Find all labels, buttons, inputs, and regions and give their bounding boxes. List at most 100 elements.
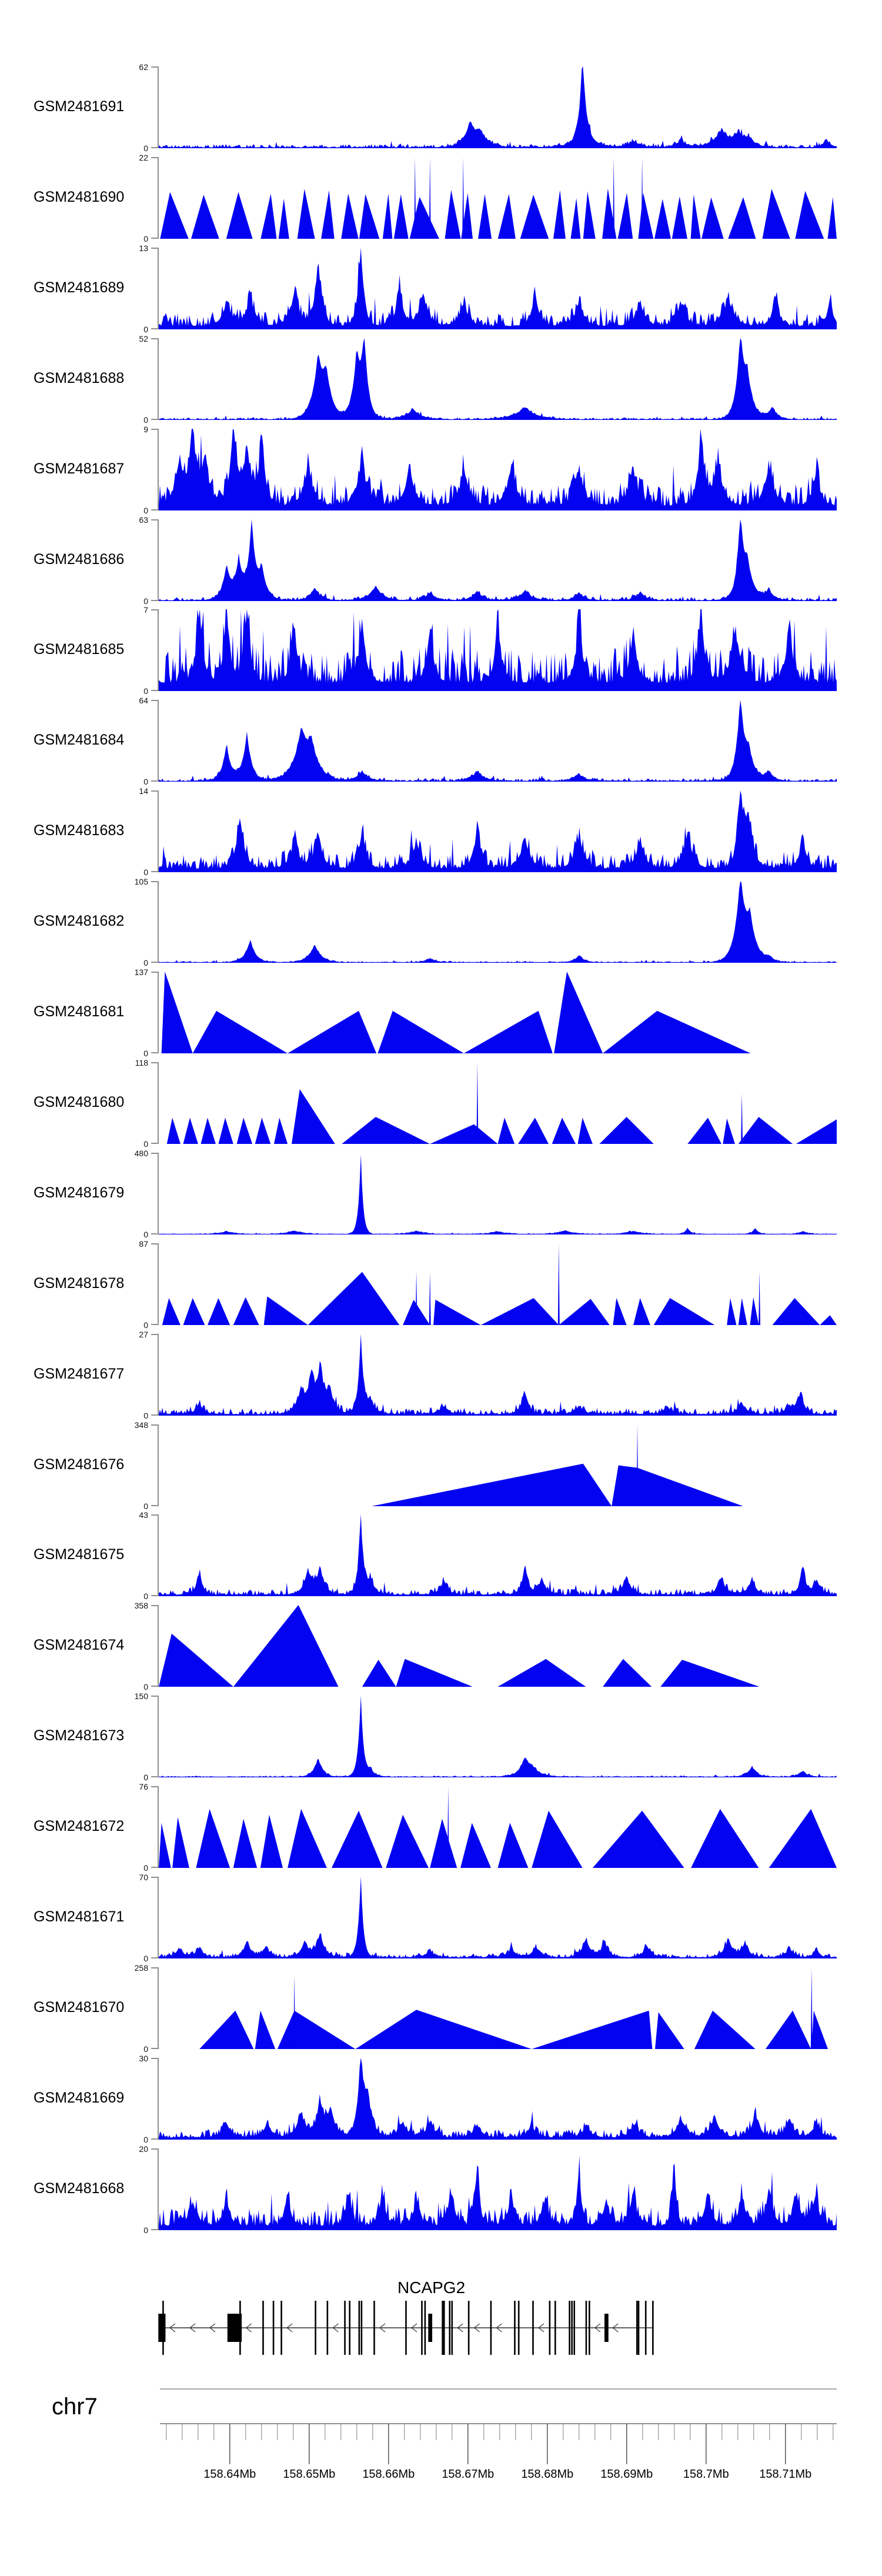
y-axis-zero-label: 0 bbox=[143, 1591, 148, 1601]
gene-exon-line bbox=[344, 2301, 346, 2355]
y-axis-zero-label: 0 bbox=[143, 867, 148, 877]
y-axis-line bbox=[158, 609, 159, 691]
y-axis-max-label: 348 bbox=[134, 1420, 148, 1430]
y-axis-max-label: 43 bbox=[139, 1510, 148, 1520]
track-sample-label: GSM2481688 bbox=[34, 370, 125, 386]
track-signal-plot bbox=[159, 429, 837, 510]
y-axis-zero-label: 0 bbox=[143, 1320, 148, 1330]
y-axis-tick bbox=[151, 1776, 159, 1777]
chromosome-label: chr7 bbox=[52, 2394, 98, 2420]
y-axis-line bbox=[158, 1334, 159, 1416]
track-signal-plot bbox=[159, 1696, 837, 1777]
y-axis-tick bbox=[151, 509, 159, 510]
gene-exon-line bbox=[421, 2301, 423, 2355]
y-axis-tick bbox=[151, 1143, 159, 1144]
y-axis-tick bbox=[151, 1243, 159, 1244]
gene-exon-line bbox=[360, 2301, 363, 2355]
gene-exon-line bbox=[490, 2301, 492, 2355]
y-axis-tick bbox=[151, 238, 159, 239]
y-axis-zero-label: 0 bbox=[143, 1049, 148, 1058]
y-axis-zero-label: 0 bbox=[143, 777, 148, 786]
y-axis-zero-label: 0 bbox=[143, 2135, 148, 2144]
y-axis-tick bbox=[151, 429, 159, 430]
y-axis-max-label: 480 bbox=[134, 1149, 148, 1158]
gene-exon-line bbox=[644, 2301, 647, 2355]
y-axis-tick bbox=[151, 2229, 159, 2230]
gene-model-track bbox=[158, 2301, 654, 2355]
y-axis-line bbox=[158, 1243, 159, 1325]
track-signal-plot bbox=[159, 1424, 837, 1506]
gene-name-label: NCAPG2 bbox=[397, 2278, 466, 2297]
y-axis-tick bbox=[151, 1505, 159, 1506]
track-sample-label: GSM2481669 bbox=[34, 2090, 125, 2106]
y-axis-max-label: 7 bbox=[143, 605, 148, 615]
gene-exon-line bbox=[449, 2301, 451, 2355]
y-axis-zero-label: 0 bbox=[143, 1411, 148, 1420]
y-axis-max-label: 20 bbox=[139, 2144, 148, 2154]
y-axis-line bbox=[158, 1062, 159, 1144]
y-axis-tick bbox=[151, 1786, 159, 1787]
ruler-coordinate-label: 158.68Mb bbox=[521, 2468, 573, 2481]
y-axis-tick bbox=[151, 609, 159, 610]
y-axis-line bbox=[158, 881, 159, 963]
ruler-coordinate-label: 158.67Mb bbox=[442, 2468, 494, 2481]
gene-exon-line bbox=[358, 2301, 360, 2355]
track-sample-label: GSM2481691 bbox=[34, 98, 125, 115]
y-axis-tick bbox=[151, 700, 159, 701]
y-axis-max-label: 70 bbox=[139, 1873, 148, 1882]
y-axis-zero-label: 0 bbox=[143, 415, 148, 425]
gene-exon-line bbox=[442, 2301, 443, 2355]
y-axis-max-label: 64 bbox=[139, 696, 148, 705]
y-axis-line bbox=[158, 700, 159, 782]
track-signal-plot bbox=[159, 972, 837, 1053]
gene-exon-line bbox=[517, 2301, 520, 2355]
track-signal-plot bbox=[159, 66, 837, 148]
gene-exon-box bbox=[604, 2314, 609, 2342]
gene-exon-line bbox=[405, 2301, 407, 2355]
track-sample-label: GSM2481674 bbox=[34, 1637, 125, 1653]
y-axis-zero-label: 0 bbox=[143, 1682, 148, 1691]
y-axis-line bbox=[158, 1877, 159, 1958]
track-sample-label: GSM2481668 bbox=[34, 2180, 125, 2197]
y-axis-max-label: 258 bbox=[134, 1963, 148, 1973]
y-axis-tick bbox=[151, 248, 159, 249]
y-axis-tick bbox=[151, 1696, 159, 1697]
track-sample-label: GSM2481672 bbox=[34, 1818, 125, 1834]
gene-exon-line bbox=[532, 2301, 534, 2355]
gene-exon-line bbox=[636, 2301, 638, 2355]
y-axis-tick bbox=[151, 338, 159, 339]
y-axis-line bbox=[158, 1786, 159, 1868]
y-axis-zero-label: 0 bbox=[143, 1230, 148, 1239]
y-axis-tick bbox=[151, 871, 159, 872]
y-axis-max-label: 9 bbox=[143, 425, 148, 434]
track-sample-label: GSM2481680 bbox=[34, 1094, 125, 1110]
gene-exon-line bbox=[326, 2301, 329, 2355]
track-sample-label: GSM2481671 bbox=[34, 1908, 125, 1925]
track-sample-label: GSM2481670 bbox=[34, 1999, 125, 2016]
y-axis-tick bbox=[151, 1233, 159, 1234]
y-axis-max-label: 14 bbox=[139, 786, 148, 796]
track-sample-label: GSM2481676 bbox=[34, 1456, 125, 1473]
track-signal-plot bbox=[159, 1243, 837, 1325]
y-axis-line bbox=[158, 248, 159, 329]
gene-exon-line bbox=[424, 2301, 426, 2355]
gene-exon-line bbox=[573, 2301, 575, 2355]
gene-exon-line bbox=[443, 2301, 445, 2355]
y-axis-zero-label: 0 bbox=[143, 958, 148, 967]
gene-exon-line bbox=[262, 2301, 264, 2355]
track-sample-label: GSM2481686 bbox=[34, 551, 125, 568]
gene-exon-line bbox=[585, 2301, 587, 2355]
track-signal-plot bbox=[159, 157, 837, 239]
track-signal-plot bbox=[159, 609, 837, 691]
gene-exon-box bbox=[158, 2314, 166, 2342]
track-signal-plot bbox=[159, 338, 837, 420]
track-signal-plot bbox=[159, 1967, 837, 2049]
track-sample-label: GSM2481675 bbox=[34, 1546, 125, 1563]
y-axis-tick bbox=[151, 690, 159, 691]
track-signal-plot bbox=[159, 248, 837, 329]
gene-exon-line bbox=[637, 2301, 640, 2355]
track-signal-plot bbox=[159, 2058, 837, 2140]
y-axis-line bbox=[158, 157, 159, 239]
y-axis-line bbox=[158, 1696, 159, 1777]
track-sample-label: GSM2481673 bbox=[34, 1727, 125, 1744]
